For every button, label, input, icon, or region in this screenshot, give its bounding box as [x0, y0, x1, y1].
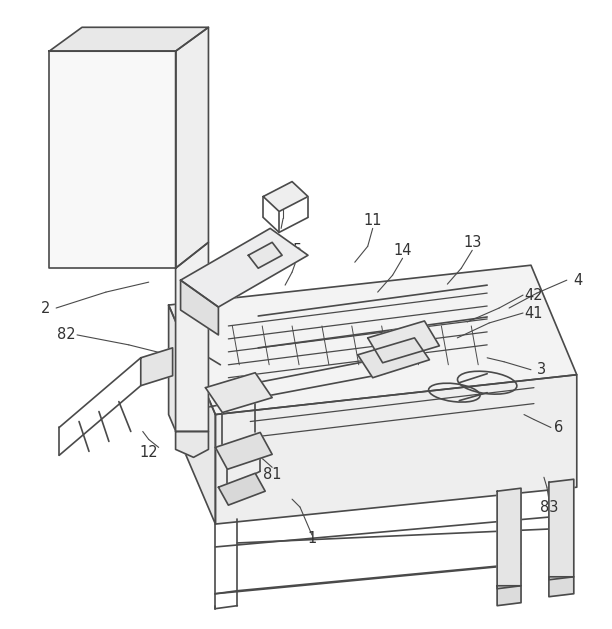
Text: 5: 5 — [293, 243, 302, 258]
Text: 82: 82 — [57, 328, 75, 342]
Polygon shape — [497, 586, 521, 606]
Polygon shape — [215, 375, 577, 524]
Text: 2: 2 — [40, 301, 50, 316]
Polygon shape — [49, 51, 176, 268]
Polygon shape — [141, 348, 173, 386]
Text: 4: 4 — [573, 272, 583, 287]
Polygon shape — [49, 27, 209, 51]
Polygon shape — [176, 242, 209, 431]
Polygon shape — [176, 27, 209, 268]
Text: 13: 13 — [463, 235, 482, 250]
Text: 81: 81 — [263, 467, 282, 482]
Polygon shape — [218, 473, 265, 505]
Polygon shape — [263, 182, 308, 211]
Polygon shape — [549, 577, 574, 597]
Polygon shape — [206, 373, 272, 413]
Polygon shape — [169, 265, 577, 415]
Text: 1: 1 — [307, 532, 316, 547]
Polygon shape — [358, 338, 430, 377]
Text: 11: 11 — [364, 213, 382, 228]
Polygon shape — [169, 305, 215, 524]
Text: 14: 14 — [394, 243, 412, 258]
Text: 12: 12 — [140, 445, 158, 460]
Text: 41: 41 — [524, 306, 543, 321]
Polygon shape — [549, 479, 574, 580]
Polygon shape — [215, 433, 272, 469]
Polygon shape — [181, 228, 308, 307]
Text: 42: 42 — [524, 287, 543, 303]
Polygon shape — [248, 242, 282, 268]
Text: 83: 83 — [540, 499, 558, 515]
Polygon shape — [176, 431, 209, 457]
Text: 3: 3 — [537, 362, 547, 377]
Text: 21: 21 — [274, 189, 293, 204]
Text: 6: 6 — [554, 420, 564, 435]
Polygon shape — [497, 488, 521, 589]
Polygon shape — [368, 321, 439, 363]
Polygon shape — [181, 280, 218, 335]
